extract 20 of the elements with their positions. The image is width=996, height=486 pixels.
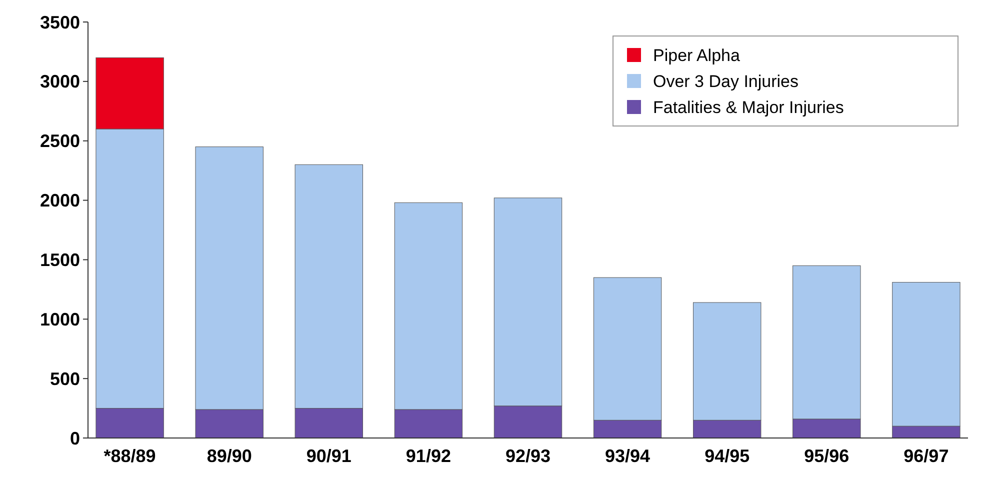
- y-tick-label: 0: [70, 428, 80, 448]
- y-tick-label: 2500: [40, 131, 80, 152]
- x-tick-label: 95/96: [804, 446, 850, 466]
- y-tick-label: 3000: [40, 72, 80, 92]
- legend-label: Fatalities & Major Injuries: [653, 98, 844, 117]
- x-tick-label: 92/93: [505, 446, 551, 466]
- x-tick-label: 93/94: [605, 446, 650, 466]
- x-tick-label: 90/91: [306, 446, 352, 466]
- x-tick-label: *88/89: [104, 446, 156, 466]
- y-tick-label: 1000: [40, 309, 80, 330]
- y-tick-label: 1500: [40, 250, 80, 270]
- legend-label: Over 3 Day Injuries: [653, 72, 798, 91]
- y-tick-label: 3500: [40, 12, 80, 32]
- legend-label: Piper Alpha: [653, 46, 740, 65]
- x-tick-label: 89/90: [206, 446, 252, 466]
- y-tick-label: 2000: [40, 190, 80, 211]
- y-tick-label: 500: [50, 368, 80, 389]
- x-tick-label: 91/92: [406, 446, 451, 466]
- x-tick-label: 94/95: [704, 446, 750, 466]
- x-tick-label: 96/97: [904, 446, 949, 466]
